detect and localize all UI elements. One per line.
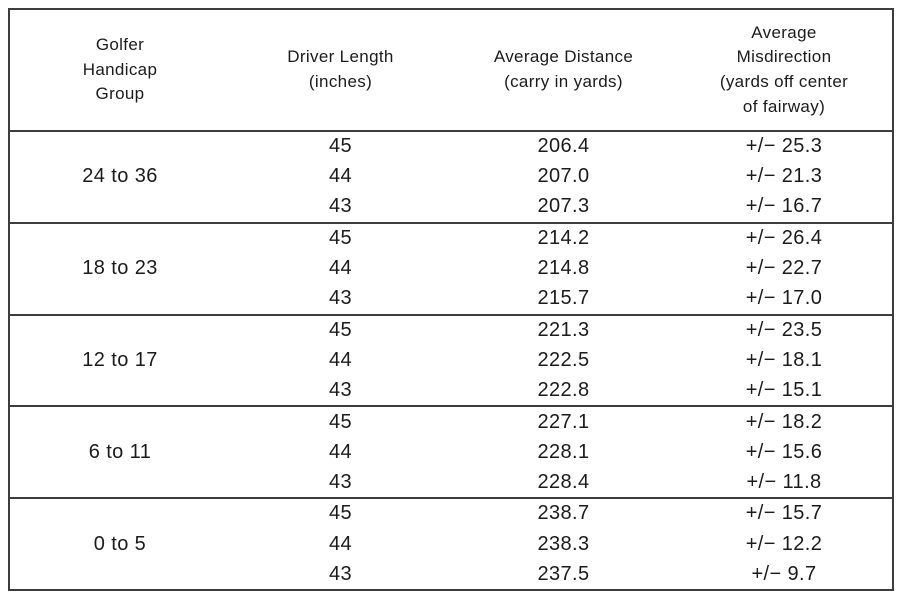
header-misdirection: Average Misdirection (yards off center o… [676,9,893,132]
misdirection-cell: +/− 15.7 [676,497,893,529]
handicap-group-cell: 0 to 5 [9,497,230,590]
header-handicap-group: Golfer Handicap Group [9,9,230,132]
handicap-group-cell: 12 to 17 [9,313,230,407]
driver-length-cell: 44 [328,348,353,371]
misdirection-cell: +/− 23.5 [676,313,893,346]
table-row: 43 215.7 +/− 17.0 [9,284,893,315]
table-row: 44 228.1 +/− 15.6 [9,437,893,468]
misdirection-cell: +/− 17.0 [745,287,823,310]
avg-distance-cell: 227.1 [451,405,676,437]
avg-distance-cell: 238.3 [537,532,590,555]
avg-distance-cell: 228.4 [537,470,590,493]
driver-length-cell: 45 [230,313,451,346]
misdirection-cell: +/− 11.8 [746,470,822,493]
misdirection-cell: +/− 15.1 [745,379,823,402]
table-row: 44 214.8 +/− 22.7 [9,253,893,284]
table-row: 43 237.5 +/− 9.7 [9,559,893,590]
handicap-group-cell: 18 to 23 [9,221,230,315]
table-frame: Golfer Handicap Group Driver Length (inc… [8,8,894,591]
driver-length-cell: 43 [328,287,353,310]
driver-length-cell: 43 [328,470,353,493]
misdirection-cell: +/− 25.3 [745,135,823,158]
table-row: 43 228.4 +/− 11.8 [9,468,893,499]
driver-length-cell: 45 [230,405,451,437]
table-row: 44 222.5 +/− 18.1 [9,345,893,376]
driver-length-cell: 43 [328,195,353,218]
avg-distance-cell: 222.5 [537,348,590,371]
misdirection-cell: +/− 26.4 [676,221,893,254]
table-row: 18 to 23 45 214.2 +/− 26.4 [9,221,893,315]
driver-length-cell: 44 [328,440,353,463]
avg-distance-cell: 221.3 [451,313,676,346]
avg-distance-cell: 238.7 [451,497,676,529]
avg-distance-cell: 206.4 [537,135,590,158]
driver-length-cell: 44 [328,257,353,280]
golf-stats-table: Golfer Handicap Group Driver Length (inc… [8,8,894,591]
avg-distance-cell: 237.5 [537,562,590,585]
header-avg-distance: Average Distance (carry in yards) [451,9,676,132]
driver-length-cell: 45 [230,221,451,254]
table-row: 43 222.8 +/− 15.1 [9,376,893,407]
driver-length-cell: 45 [230,497,451,529]
avg-distance-cell: 207.0 [537,165,590,188]
avg-distance-cell: 207.3 [537,195,590,218]
driver-length-cell: 44 [328,165,353,188]
misdirection-cell: +/− 9.7 [751,562,817,585]
driver-length-cell: 43 [328,379,353,402]
table-header-row: Golfer Handicap Group Driver Length (inc… [9,9,893,132]
misdirection-cell: +/− 15.6 [745,440,823,463]
table-row: 0 to 5 45 238.7 +/− 15.7 [9,497,893,590]
avg-distance-cell: 214.8 [537,257,590,280]
avg-distance-cell: 228.1 [537,440,590,463]
table-row: 44 238.3 +/− 12.2 [9,529,893,560]
table-row: 44 207.0 +/− 21.3 [9,162,893,193]
misdirection-cell: +/− 12.2 [745,532,823,555]
table-row: 6 to 11 45 227.1 +/− 18.2 [9,405,893,499]
misdirection-cell: +/− 21.3 [745,165,823,188]
misdirection-cell: +/− 18.2 [676,405,893,437]
handicap-group-cell: 6 to 11 [9,405,230,499]
driver-length-cell: 44 [328,532,353,555]
table-row: 43 207.3 +/− 16.7 [9,192,893,223]
header-driver-length: Driver Length (inches) [230,9,451,132]
avg-distance-cell: 215.7 [537,287,590,310]
handicap-group-cell: 24 to 36 [82,165,158,188]
table-row: 24 to 36 45 206.4 +/− 25.3 [9,131,893,187]
misdirection-cell: +/− 22.7 [745,257,823,280]
avg-distance-cell: 222.8 [537,379,590,402]
table-row: 12 to 17 45 221.3 +/− 23.5 [9,313,893,407]
misdirection-cell: +/− 16.7 [745,195,823,218]
driver-length-cell: 45 [328,135,353,158]
avg-distance-cell: 214.2 [451,221,676,254]
misdirection-cell: +/− 18.1 [745,348,823,371]
driver-length-cell: 43 [328,562,353,585]
